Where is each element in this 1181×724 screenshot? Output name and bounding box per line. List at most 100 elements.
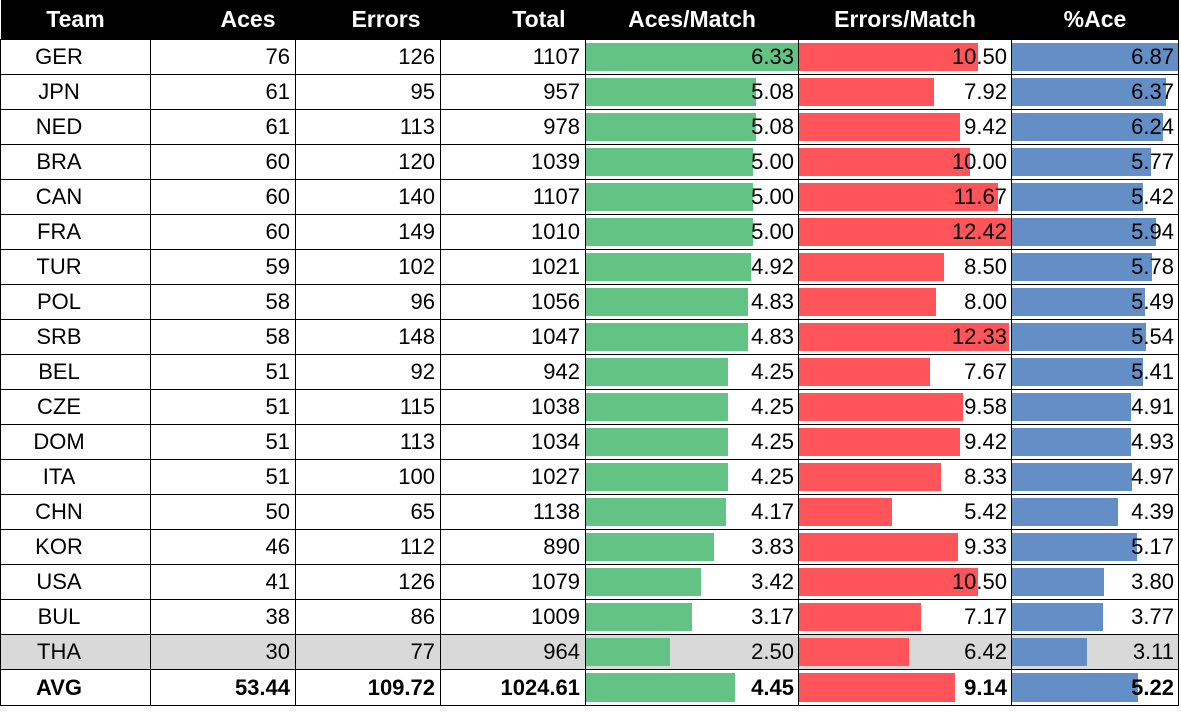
aces-cell: 51 bbox=[150, 354, 296, 390]
errors-per-match-value: 10.00 bbox=[951, 149, 1007, 174]
table-row: POL 58 96 1056 4.83 8.00 5.49 bbox=[0, 284, 1179, 320]
team-cell: POL bbox=[0, 284, 151, 320]
table-row: GER 76 126 1107 6.33 10.50 6.87 bbox=[0, 39, 1179, 75]
header-team: Team bbox=[0, 0, 151, 40]
total-cell: 1079 bbox=[440, 564, 586, 600]
pct-ace-bar bbox=[1012, 673, 1139, 702]
aces-per-match-bar bbox=[586, 218, 754, 246]
aces-per-match-bar bbox=[586, 463, 729, 491]
aces-per-match-cell: 4.25 bbox=[585, 389, 799, 425]
team-cell: THA bbox=[0, 634, 151, 670]
errors-per-match-cell: 8.33 bbox=[798, 459, 1012, 495]
table-row: ITA 51 100 1027 4.25 8.33 4.97 bbox=[0, 459, 1179, 495]
team-cell: FRA bbox=[0, 214, 151, 250]
aces-cell: 60 bbox=[150, 214, 296, 250]
errors-per-match-cell: 12.42 bbox=[798, 214, 1012, 250]
pct-ace-value: 5.94 bbox=[1131, 219, 1174, 244]
pct-ace-value: 5.49 bbox=[1131, 289, 1174, 314]
errors-cell: 100 bbox=[295, 459, 441, 495]
team-cell: AVG bbox=[0, 669, 151, 706]
total-cell: 1056 bbox=[440, 284, 586, 320]
errors-per-match-bar bbox=[799, 323, 1010, 351]
pct-ace-value: 5.17 bbox=[1131, 534, 1174, 559]
table-row: SRB 58 148 1047 4.83 12.33 5.54 bbox=[0, 319, 1179, 355]
errors-per-match-cell: 8.00 bbox=[798, 284, 1012, 320]
pct-ace-value: 5.78 bbox=[1131, 254, 1174, 279]
aces-per-match-cell: 4.45 bbox=[585, 669, 799, 706]
aces-per-match-bar bbox=[586, 533, 715, 561]
errors-per-match-bar bbox=[799, 113, 960, 141]
table-body: GER 76 126 1107 6.33 10.50 6.87 JPN 61 95 957 5.08 7… bbox=[0, 39, 1179, 706]
errors-per-match-cell: 8.50 bbox=[798, 249, 1012, 285]
aces-cell: 46 bbox=[150, 529, 296, 565]
errors-per-match-bar bbox=[799, 498, 892, 526]
aces-per-match-bar bbox=[586, 428, 729, 456]
aces-per-match-bar bbox=[586, 183, 754, 211]
average-row: AVG 53.44 109.72 1024.61 4.45 9.14 5.22 bbox=[0, 669, 1179, 706]
aces-per-match-bar bbox=[586, 78, 757, 106]
errors-per-match-cell: 7.17 bbox=[798, 599, 1012, 635]
pct-ace-value: 5.22 bbox=[1131, 674, 1174, 700]
pct-ace-bar bbox=[1012, 603, 1104, 631]
pct-ace-value: 6.24 bbox=[1131, 114, 1174, 139]
table-row: KOR 46 112 890 3.83 9.33 5.17 bbox=[0, 529, 1179, 565]
header-row: Team Aces Errors Total Aces/Match Errors… bbox=[0, 0, 1179, 40]
header-errors-per-match: Errors/Match bbox=[798, 0, 1012, 40]
total-cell: 1027 bbox=[440, 459, 586, 495]
errors-per-match-value: 10.50 bbox=[951, 569, 1007, 594]
aces-per-match-bar bbox=[586, 288, 748, 316]
errors-per-match-cell: 9.42 bbox=[798, 424, 1012, 460]
errors-cell: 95 bbox=[295, 74, 441, 110]
aces-per-match-bar bbox=[586, 113, 757, 141]
pct-ace-bar bbox=[1012, 568, 1104, 596]
errors-cell: 92 bbox=[295, 354, 441, 390]
team-cell: CZE bbox=[0, 389, 151, 425]
aces-per-match-value: 5.00 bbox=[751, 184, 794, 209]
errors-per-match-value: 7.17 bbox=[964, 604, 1007, 629]
errors-per-match-bar bbox=[799, 603, 922, 631]
errors-per-match-cell: 9.42 bbox=[798, 109, 1012, 145]
pct-ace-cell: 5.41 bbox=[1011, 354, 1179, 390]
total-cell: 1010 bbox=[440, 214, 586, 250]
team-cell: TUR bbox=[0, 249, 151, 285]
team-cell: SRB bbox=[0, 319, 151, 355]
team-cell: CAN bbox=[0, 179, 151, 215]
errors-per-match-value: 8.50 bbox=[964, 254, 1007, 279]
aces-per-match-value: 5.00 bbox=[751, 219, 794, 244]
pct-ace-value: 5.77 bbox=[1131, 149, 1174, 174]
aces-cell: 60 bbox=[150, 179, 296, 215]
pct-ace-bar bbox=[1012, 323, 1146, 351]
errors-cell: 112 bbox=[295, 529, 441, 565]
pct-ace-cell: 5.17 bbox=[1011, 529, 1179, 565]
aces-per-match-value: 4.83 bbox=[751, 324, 794, 349]
table-row: JPN 61 95 957 5.08 7.92 6.37 bbox=[0, 74, 1179, 110]
errors-per-match-value: 5.42 bbox=[964, 499, 1007, 524]
aces-per-match-value: 3.17 bbox=[751, 604, 794, 629]
aces-per-match-value: 4.92 bbox=[751, 254, 794, 279]
pct-ace-value: 6.87 bbox=[1131, 44, 1174, 69]
errors-per-match-bar bbox=[799, 218, 1011, 246]
aces-cell: 51 bbox=[150, 389, 296, 425]
aces-per-match-value: 4.25 bbox=[751, 429, 794, 454]
aces-per-match-cell: 4.25 bbox=[585, 354, 799, 390]
aces-cell: 30 bbox=[150, 634, 296, 670]
table-row: USA 41 126 1079 3.42 10.50 3.80 bbox=[0, 564, 1179, 600]
team-cell: CHN bbox=[0, 494, 151, 530]
team-cell: NED bbox=[0, 109, 151, 145]
total-cell: 1038 bbox=[440, 389, 586, 425]
errors-per-match-value: 8.33 bbox=[964, 464, 1007, 489]
team-cell: BUL bbox=[0, 599, 151, 635]
errors-cell: 96 bbox=[295, 284, 441, 320]
total-cell: 942 bbox=[440, 354, 586, 390]
pct-ace-value: 4.91 bbox=[1131, 394, 1174, 419]
aces-per-match-value: 4.83 bbox=[751, 289, 794, 314]
pct-ace-bar bbox=[1012, 638, 1088, 666]
aces-per-match-value: 4.25 bbox=[751, 394, 794, 419]
errors-cell: 102 bbox=[295, 249, 441, 285]
aces-per-match-value: 4.25 bbox=[751, 359, 794, 384]
aces-per-match-bar bbox=[586, 638, 670, 666]
errors-cell: 109.72 bbox=[295, 669, 441, 706]
table-row: CAN 60 140 1107 5.00 11.67 5.42 bbox=[0, 179, 1179, 215]
pct-ace-value: 3.80 bbox=[1131, 569, 1174, 594]
aces-per-match-cell: 5.00 bbox=[585, 179, 799, 215]
